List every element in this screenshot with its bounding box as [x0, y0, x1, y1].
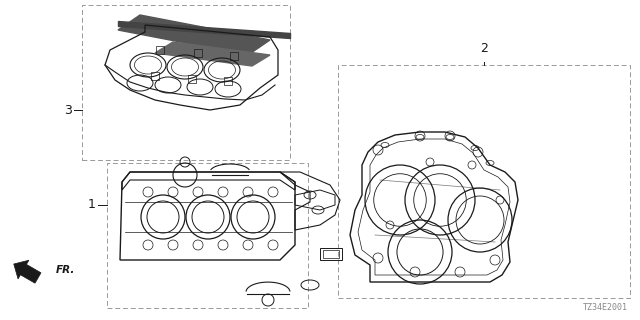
Bar	[156, 46, 164, 54]
Bar	[320, 248, 342, 260]
Bar	[230, 52, 238, 60]
Text: 1: 1	[88, 198, 96, 212]
Text: TZ34E2001: TZ34E2001	[583, 303, 628, 312]
Bar	[194, 49, 202, 57]
Polygon shape	[155, 42, 270, 66]
Text: 2: 2	[480, 42, 488, 55]
Text: 3: 3	[64, 103, 72, 116]
Polygon shape	[118, 15, 270, 55]
Bar	[338, 65, 630, 298]
Text: FR.: FR.	[56, 265, 76, 275]
Bar	[151, 72, 159, 80]
Polygon shape	[13, 260, 41, 283]
Bar	[188, 75, 196, 83]
Bar	[82, 5, 290, 160]
Bar	[224, 77, 232, 85]
Bar	[323, 250, 339, 258]
Bar	[107, 163, 308, 308]
